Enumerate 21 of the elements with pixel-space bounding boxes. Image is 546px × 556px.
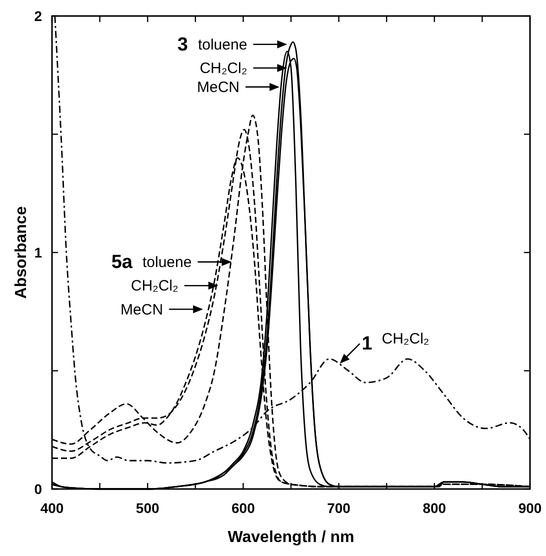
x-tick-label: 500 xyxy=(136,500,160,516)
x-tick-label: 400 xyxy=(40,500,64,516)
x-tick-label: 600 xyxy=(232,500,256,516)
annotation: 5a xyxy=(111,252,133,273)
x-tick-label: 900 xyxy=(518,500,542,516)
x-axis-title: Wavelength / nm xyxy=(228,529,354,546)
annotation: toluene xyxy=(142,254,192,271)
annotation: MeCN xyxy=(120,301,164,318)
annotation: toluene xyxy=(198,36,248,54)
y-tick-label: 0 xyxy=(34,481,42,497)
y-axis-title: Absorbance xyxy=(13,206,30,299)
annotation: 1 xyxy=(362,334,373,355)
annotation: 3 xyxy=(177,34,188,56)
x-tick-label: 800 xyxy=(422,500,446,516)
y-tick-label: 1 xyxy=(34,244,42,260)
annotation: MeCN xyxy=(197,78,240,96)
annotation: CH₂Cl₂ xyxy=(130,278,179,295)
y-tick-label: 2 xyxy=(34,8,42,24)
annotation: CH₂Cl₂ xyxy=(382,330,430,348)
x-tick-label: 700 xyxy=(327,500,351,516)
annotation: CH₂Cl₂ xyxy=(200,60,248,78)
